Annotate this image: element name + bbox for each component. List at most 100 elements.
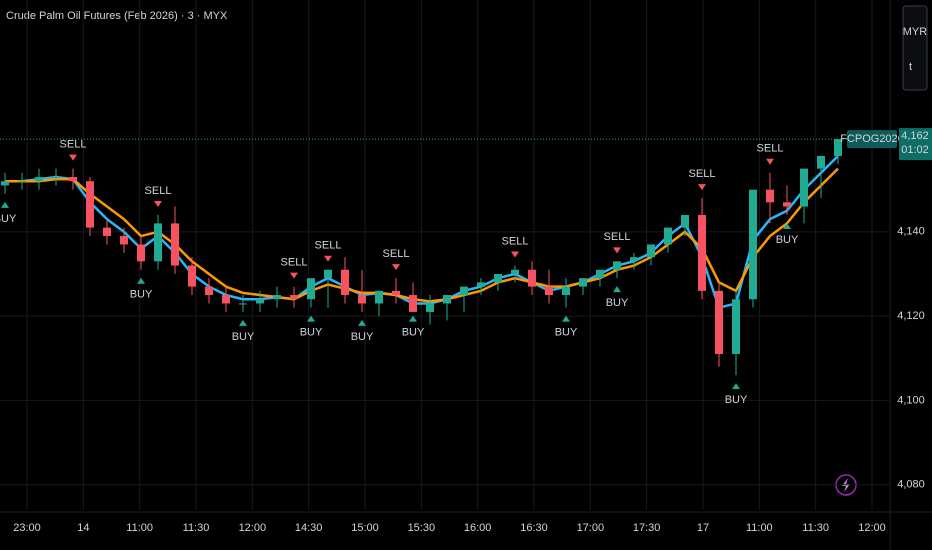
buy-label: BUY <box>555 327 578 339</box>
candle-body <box>528 269 536 287</box>
candle-body <box>341 269 349 296</box>
buy-label: BUY <box>606 297 629 309</box>
x-tick-label: 15:00 <box>351 522 379 534</box>
candle-body <box>18 181 26 183</box>
buy-marker <box>239 319 247 326</box>
candle-body <box>800 168 808 207</box>
candle-body <box>834 139 842 156</box>
currency: MYR <box>903 26 928 38</box>
candle-body <box>256 299 264 304</box>
countdown-label: 01:02 <box>901 144 929 156</box>
sell-marker <box>324 255 332 262</box>
candle-body <box>239 303 247 305</box>
candle-body <box>766 189 774 203</box>
candle-body <box>426 303 434 312</box>
x-tick-label: 16:00 <box>464 522 492 534</box>
candle-body <box>545 286 553 296</box>
chart-title: Crude Palm Oil Futures (Feb 2026) · 3 · … <box>6 10 228 22</box>
candle-body <box>477 282 485 287</box>
candle-body <box>664 227 672 245</box>
buy-label: BUY <box>351 331 374 343</box>
sell-marker <box>69 154 77 161</box>
candle-body <box>188 265 196 287</box>
buy-marker <box>137 277 145 284</box>
candle-body <box>137 244 145 262</box>
symbol-tag <box>847 130 897 149</box>
buy-label: BUY <box>232 331 255 343</box>
x-tick-label: 23:00 <box>13 522 41 534</box>
sell-marker <box>698 184 706 191</box>
candle-body <box>205 286 213 296</box>
candle-body <box>562 286 570 296</box>
candle-body <box>307 278 315 300</box>
x-tick-label: 12:00 <box>858 522 886 534</box>
symbol-label: FCPOG2026 <box>840 133 904 145</box>
buy-marker <box>613 286 621 293</box>
candle-body <box>681 214 689 228</box>
x-tick-label: 14 <box>77 522 89 534</box>
sell-marker <box>766 158 774 165</box>
buy-marker <box>783 222 791 229</box>
buy-marker <box>307 315 315 322</box>
candle-body <box>222 295 230 304</box>
candle-body <box>409 295 417 312</box>
candle-body <box>375 290 383 304</box>
sell-marker <box>154 200 162 207</box>
candle-body <box>596 269 604 279</box>
candle-body <box>732 299 740 355</box>
candle-body <box>358 295 366 304</box>
price-tag <box>899 128 932 161</box>
buy-marker <box>732 383 740 390</box>
buy-label: BUY <box>776 234 799 246</box>
candle-body <box>647 244 655 258</box>
candle-body <box>460 286 468 296</box>
candle-body <box>52 177 60 179</box>
candle-body <box>698 214 706 291</box>
candle-body <box>324 269 332 279</box>
candle-body <box>392 290 400 296</box>
sell-label: SELL <box>315 240 342 252</box>
currency-panel[interactable] <box>902 5 928 91</box>
sell-marker <box>392 264 400 271</box>
buy-marker <box>1 201 9 208</box>
price-label: 4,162 <box>901 130 929 142</box>
x-tick-label: 11:30 <box>183 522 210 534</box>
buy-marker <box>358 319 366 326</box>
candle-body <box>290 295 298 300</box>
sell-label: SELL <box>604 231 631 243</box>
buy-label: BUY <box>402 327 425 339</box>
candle-body <box>120 236 128 245</box>
candle-body <box>613 261 621 270</box>
candle-body <box>443 295 451 304</box>
candle-body <box>630 257 638 262</box>
sell-label: SELL <box>689 168 716 180</box>
x-tick-label: 17:00 <box>577 522 605 534</box>
candle-body <box>154 223 162 262</box>
candle-body <box>783 202 791 207</box>
candle-body <box>1 181 9 186</box>
x-tick-label: 11:30 <box>802 522 829 534</box>
sell-label: SELL <box>145 185 172 197</box>
x-tick-label: 11:00 <box>746 522 773 534</box>
y-tick-label: 4,080 <box>897 479 925 491</box>
x-tick-label: 12:00 <box>239 522 267 534</box>
currency-unit: t <box>909 61 912 73</box>
candle-body <box>171 223 179 266</box>
sell-label: SELL <box>383 248 410 260</box>
y-tick-label: 4,140 <box>897 226 925 238</box>
x-tick-label: 17:30 <box>633 522 661 534</box>
buy-label: BUY <box>0 213 17 225</box>
candle-body <box>86 181 94 228</box>
buy-label: BUY <box>130 289 153 301</box>
candle-body <box>103 227 111 237</box>
y-tick-label: 4,100 <box>897 394 925 406</box>
candle-body <box>69 177 77 182</box>
buy-marker <box>409 315 417 322</box>
x-tick-label: 11:00 <box>126 522 153 534</box>
buy-label: BUY <box>300 327 323 339</box>
candle-body <box>273 295 281 300</box>
candle-body <box>35 177 43 182</box>
